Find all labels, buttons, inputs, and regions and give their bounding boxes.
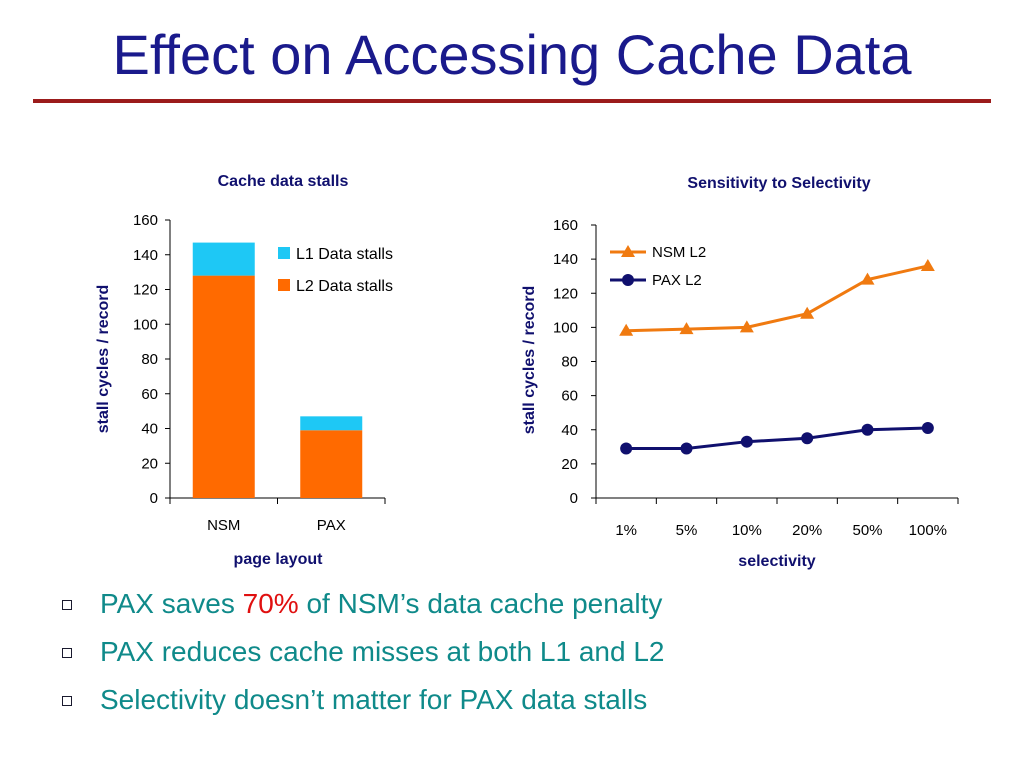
y-tick-label: 100 xyxy=(553,319,578,336)
bar-pax-l2-data-stalls xyxy=(300,430,363,498)
legend-label: NSM L2 xyxy=(652,244,706,261)
bullet-text: PAX reduces cache misses at both L1 and … xyxy=(100,636,665,667)
y-tick-label: 40 xyxy=(561,422,578,439)
chart-title: Sensitivity to Selectivity xyxy=(687,175,870,192)
bullet-item: Selectivity doesn’t matter for PAX data … xyxy=(62,678,1002,726)
y-tick-label: 80 xyxy=(141,351,158,368)
y-tick-label: 140 xyxy=(553,251,578,268)
data-point xyxy=(739,320,754,333)
y-tick-label: 120 xyxy=(133,282,158,299)
square-bullet-icon xyxy=(62,648,72,658)
chart-title: Cache data stalls xyxy=(218,173,349,190)
data-point xyxy=(921,422,934,435)
data-point xyxy=(740,435,753,448)
bullet-list: PAX saves 70% of NSM’s data cache penalt… xyxy=(62,582,1002,726)
y-tick-label: 160 xyxy=(553,217,578,234)
legend-swatch xyxy=(278,279,290,291)
series-line-pax-l2 xyxy=(626,426,928,451)
legend-marker xyxy=(622,274,634,286)
data-point xyxy=(619,323,634,336)
bullet-item: PAX reduces cache misses at both L1 and … xyxy=(62,630,1002,678)
y-tick-label: 60 xyxy=(141,386,158,403)
x-tick-label: NSM xyxy=(207,517,240,534)
x-axis-title: selectivity xyxy=(738,553,815,570)
x-tick-label: 10% xyxy=(732,522,762,539)
square-bullet-icon xyxy=(62,600,72,610)
x-tick-label: 20% xyxy=(792,522,822,539)
y-tick-label: 60 xyxy=(561,388,578,405)
cache-data-stalls-chart: Cache data stalls 0 20 40 60 80 100 120 140 160 NS… xyxy=(95,173,393,568)
data-point xyxy=(620,442,633,455)
data-point xyxy=(679,322,694,335)
data-point xyxy=(680,442,693,455)
slide-title: Effect on Accessing Cache Data xyxy=(112,23,912,86)
y-tick-label: 120 xyxy=(553,285,578,302)
bar-pax-l1-data-stalls xyxy=(300,416,363,431)
data-point xyxy=(800,306,815,319)
legend-swatch xyxy=(278,247,290,259)
data-point xyxy=(801,432,814,445)
y-tick-label: 20 xyxy=(141,455,158,472)
title-divider xyxy=(33,99,991,103)
y-tick-label: 100 xyxy=(133,316,158,333)
sensitivity-to-selectivity-chart: Sensitivity to Selectivity 0 20 40 60 80 100 12… xyxy=(521,175,959,570)
y-axis-title: stall cycles / record xyxy=(95,285,112,434)
legend-label: PAX L2 xyxy=(652,272,702,289)
bar-nsm-l1-data-stalls xyxy=(192,242,255,276)
bullet-text: Selectivity doesn’t matter for PAX data … xyxy=(100,684,648,715)
x-tick-label: 5% xyxy=(676,522,698,539)
y-tick-label: 0 xyxy=(570,490,578,507)
y-tick-label: 40 xyxy=(141,421,158,438)
y-tick-label: 80 xyxy=(561,354,578,371)
data-point xyxy=(860,272,875,285)
x-tick-label: PAX xyxy=(317,517,346,534)
x-tick-label: 50% xyxy=(852,522,882,539)
y-tick-label: 140 xyxy=(133,247,158,264)
y-tick-label: 160 xyxy=(133,212,158,229)
bullet-text-pre: PAX saves xyxy=(100,588,243,619)
y-axis-title: stall cycles / record xyxy=(521,286,538,435)
y-tick-label: 0 xyxy=(150,490,158,507)
bullet-highlight: 70% xyxy=(242,588,299,619)
data-point xyxy=(861,423,874,436)
x-tick-label: 100% xyxy=(909,522,947,539)
legend-label: L1 Data stalls xyxy=(296,246,393,263)
square-bullet-icon xyxy=(62,696,72,706)
data-point xyxy=(920,258,935,271)
y-tick-label: 20 xyxy=(561,456,578,473)
x-tick-label: 1% xyxy=(615,522,637,539)
legend-marker xyxy=(621,245,635,257)
bullet-text-post: of NSM’s data cache penalty xyxy=(298,588,663,619)
bullet-item: PAX saves 70% of NSM’s data cache penalt… xyxy=(62,582,1002,630)
x-axis-title: page layout xyxy=(234,551,324,568)
series-line-nsm-l2 xyxy=(626,264,929,333)
bar-nsm-l2-data-stalls xyxy=(192,275,255,498)
legend-label: L2 Data stalls xyxy=(296,278,393,295)
